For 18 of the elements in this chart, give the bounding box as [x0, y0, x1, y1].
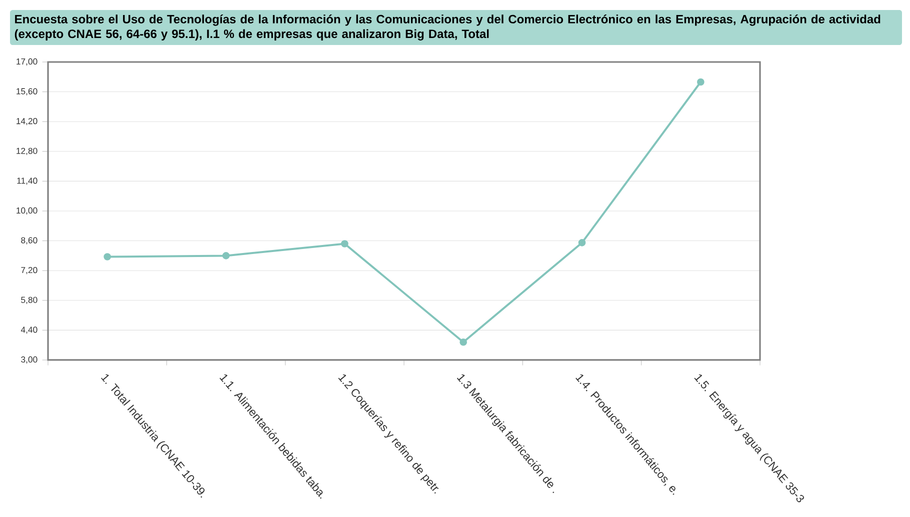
y-tick-label: 17,00 — [16, 58, 38, 66]
point — [697, 78, 704, 86]
y-tick-label: 15,60 — [16, 88, 38, 96]
y-tick-label: 11,40 — [17, 178, 38, 185]
point — [460, 338, 468, 346]
y-tick-label: 7,20 — [21, 267, 38, 274]
point — [341, 240, 348, 248]
y-tick-label: 10,00 — [16, 207, 38, 215]
y-tick-label: 3,00 — [21, 356, 38, 364]
y-tick-label: 14,20 — [16, 118, 38, 126]
y-tick-label: 8,60 — [21, 237, 38, 244]
chart-title: Encuesta sobre el Uso de Tecnologías de la Información y las Comunicaciones y del Comercio Electrónico en las Empresas, Agrupación de actividad (excepto CNAE 56, 64-66 y 95.1), I.1 % de empresas que analizaron Big Data, Total — [14, 14, 880, 41]
y-tick-label: 5,80 — [21, 296, 38, 304]
point — [222, 252, 230, 260]
point — [104, 253, 112, 260]
y-tick-label: 12,80 — [16, 148, 38, 155]
point — [578, 239, 586, 246]
y-tick-label: 4,40 — [20, 326, 38, 334]
